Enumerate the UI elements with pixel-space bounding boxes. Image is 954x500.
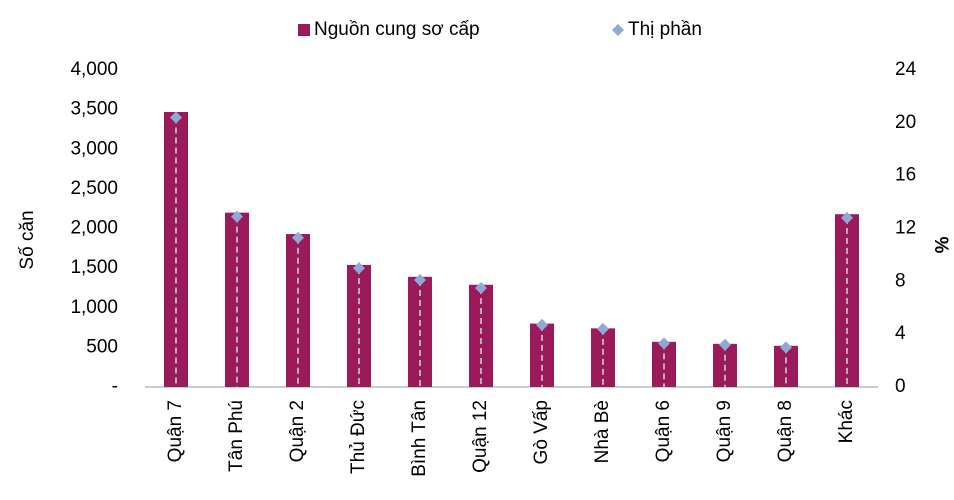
share-marker [780,341,792,354]
legend-label: Nguồn cung sơ cấp [314,19,480,40]
y-tick-label: 1,000 [70,297,118,318]
x-tick-label: Tân Phú [226,400,247,472]
y-tick-label: 1,500 [70,257,118,278]
y2-tick-label: 8 [895,270,906,291]
y2-tick-label: 0 [895,376,906,397]
share-marker [353,262,365,275]
y-tick-label: 2,000 [70,218,118,239]
share-marker [414,274,426,287]
x-tick-label: Khác [836,400,857,443]
x-tick-label: Quận 8 [775,400,796,462]
y-tick-label: 4,000 [70,59,118,80]
y-tick-label: 3,500 [70,99,118,120]
share-marker [841,211,853,224]
y2-tick-label: 4 [895,323,906,344]
y-tick-label: 3,000 [70,138,118,159]
x-tick-label: Nhà Bè [592,400,613,463]
share-marker [231,210,243,223]
x-tick-label: Quận 2 [287,400,308,462]
share-marker [597,322,609,335]
legend-marker [612,24,624,36]
share-marker [170,111,182,124]
x-tick-label: Thủ Đức [348,400,369,474]
x-tick-label: Quận 12 [470,400,491,473]
x-tick-label: Gò Vấp [531,400,552,464]
share-marker [475,281,487,294]
y-axis-label: Số căn [17,210,38,269]
x-tick-label: Quận 6 [653,400,674,462]
y2-axis-label: % [930,237,951,254]
y2-tick-label: 24 [895,59,917,80]
share-marker [719,338,731,351]
share-marker [292,231,304,244]
legend-marker [298,24,310,36]
x-tick-label: Bình Tân [409,400,430,477]
legend-label: Thị phần [628,19,702,40]
bar [591,328,615,387]
share-marker [658,337,670,350]
bar [347,264,371,387]
y-tick-label: 500 [86,336,118,357]
x-tick-label: Quận 9 [714,400,735,462]
y2-tick-label: 20 [895,112,916,133]
share-marker [536,318,548,331]
x-tick-label: Quận 7 [165,400,186,462]
y2-tick-label: 12 [895,218,916,239]
y2-tick-label: 16 [895,165,916,186]
y-tick-label: 2,500 [70,178,118,199]
y-tick-label: - [112,376,118,397]
